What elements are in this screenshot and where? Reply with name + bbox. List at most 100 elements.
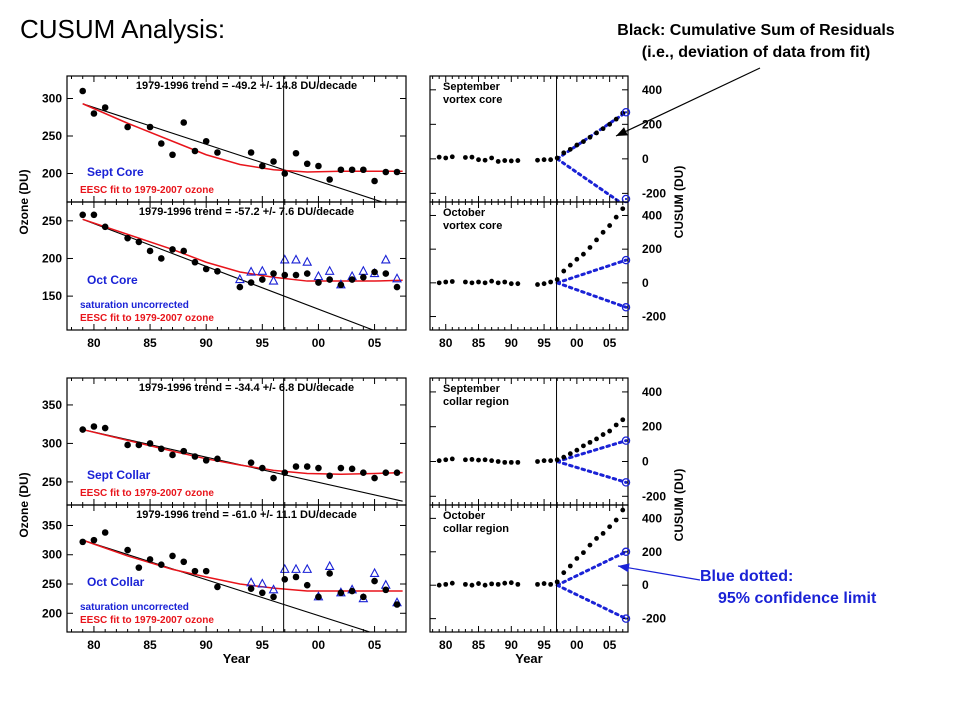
cusum-point <box>476 157 481 163</box>
data-point <box>326 472 333 480</box>
cusum-point <box>443 457 449 463</box>
cusum-point <box>436 582 442 588</box>
data-point <box>371 474 378 482</box>
y-tick-label: 300 <box>42 548 62 562</box>
cusum-point <box>508 281 514 287</box>
data-point <box>270 270 277 277</box>
cusum-point <box>581 251 586 257</box>
x-tick-label: 80 <box>439 336 453 350</box>
confidence-end-marker <box>621 614 631 623</box>
confidence-end-marker <box>621 547 631 557</box>
y-tick-label: -200 <box>642 310 666 324</box>
saturation-legend: saturation uncorrected <box>80 300 189 311</box>
data-point <box>360 593 367 601</box>
cusum-point <box>613 517 619 523</box>
saturation-point <box>257 578 268 588</box>
y-tick-label: -200 <box>642 612 666 626</box>
confidence-lower <box>555 157 623 202</box>
x-tick-label: 05 <box>603 336 617 350</box>
y-tick-label: 250 <box>42 214 62 228</box>
data-point <box>169 552 176 560</box>
saturation-point <box>268 275 279 285</box>
confidence-upper <box>555 550 628 587</box>
y-tick-label: 200 <box>642 242 662 256</box>
cusum-pointer-arrow <box>615 67 761 137</box>
cusum-point <box>574 556 580 561</box>
confidence-end-marker-dot <box>624 306 628 309</box>
panel-title-line1: October <box>443 510 486 522</box>
confidence-end-marker-dot <box>624 481 628 484</box>
cusum-point <box>495 280 501 286</box>
y-tick-label: 200 <box>42 606 62 620</box>
cusum-point <box>561 150 567 156</box>
fit-legend: EESC fit to 1979-2007 ozone <box>80 615 214 626</box>
x-tick-label: 85 <box>143 638 157 652</box>
cusum-point <box>620 206 626 212</box>
cusum-point <box>574 447 580 453</box>
trend-line <box>82 103 384 202</box>
cusum-point <box>548 581 554 587</box>
data-point <box>247 585 255 592</box>
arrow-head <box>616 127 628 136</box>
x-tick-label: 95 <box>537 336 551 350</box>
y-tick-label: 350 <box>42 518 62 532</box>
data-point <box>292 271 300 279</box>
cusum-point <box>574 256 580 262</box>
data-point <box>360 469 367 476</box>
confidence-end-marker-dot <box>624 259 628 262</box>
x-axis-label: Year <box>223 651 250 666</box>
cusum-point <box>436 154 442 160</box>
data-point <box>303 160 311 168</box>
data-point <box>124 123 131 131</box>
page-title: CUSUM Analysis: <box>20 14 226 44</box>
data-point <box>202 137 210 145</box>
data-point <box>135 441 143 449</box>
cusum-point <box>469 582 475 588</box>
cusum-point <box>607 121 613 127</box>
data-point <box>236 283 244 291</box>
cusum-point <box>620 507 626 513</box>
y-tick-label: 350 <box>42 398 62 412</box>
cusum-point <box>436 458 442 464</box>
data-point <box>157 445 165 453</box>
data-point <box>315 593 322 601</box>
data-point <box>157 140 165 147</box>
data-point <box>360 273 367 281</box>
data-point <box>180 247 188 255</box>
trend-annotation: 1979-1996 trend = -34.4 +/- 6.8 DU/decad… <box>139 382 354 394</box>
data-point <box>292 463 300 470</box>
cusum-axis-label: CUSUM (DU) <box>672 166 686 239</box>
data-point <box>180 119 188 126</box>
x-tick-label: 85 <box>143 336 157 350</box>
data-point <box>292 149 300 157</box>
data-point <box>315 279 322 286</box>
cusum-point <box>449 279 455 284</box>
confidence-annotation-line1: Blue dotted: <box>700 568 794 585</box>
data-point <box>292 573 300 581</box>
confidence-annotation: Blue dotted: 95% confidence limit <box>700 566 920 610</box>
data-point <box>180 558 188 566</box>
data-point <box>90 536 98 544</box>
data-point <box>259 464 266 472</box>
saturation-point <box>358 265 369 275</box>
data-point <box>101 424 109 432</box>
x-tick-label: 05 <box>368 638 382 652</box>
plot-area <box>79 87 403 202</box>
data-point <box>281 170 289 177</box>
confidence-upper <box>555 258 628 285</box>
cusum-point <box>489 278 495 284</box>
data-point <box>348 276 356 283</box>
cusum-point <box>443 155 449 161</box>
data-point <box>270 593 277 601</box>
panel-frame <box>429 201 629 331</box>
panel-oct-collar: 200 250 300 350 1979-1996 trend = -61.0 +/- … <box>42 504 407 666</box>
data-point <box>124 546 131 554</box>
cusum-point <box>489 155 495 161</box>
cusum-point <box>567 563 573 569</box>
cusum-point <box>561 570 567 576</box>
data-point <box>259 276 266 283</box>
data-point <box>371 177 378 185</box>
data-point <box>79 87 87 95</box>
x-tick-label: 95 <box>256 638 270 652</box>
